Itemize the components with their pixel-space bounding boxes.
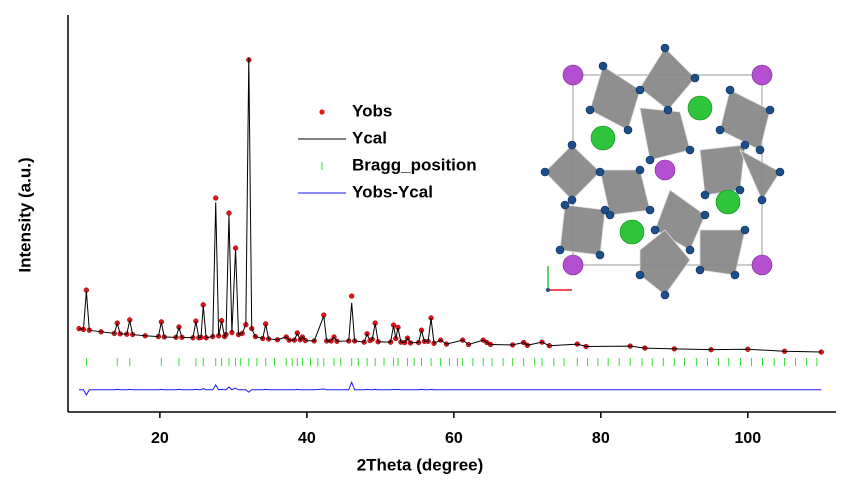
yobs-point xyxy=(349,294,354,299)
difference-line xyxy=(79,382,821,395)
legend-label: Yobs xyxy=(352,101,392,120)
x-tick-label: 80 xyxy=(592,430,610,447)
legend-label: Bragg_position xyxy=(352,155,477,174)
y-axis-label: Intensity (a.u.) xyxy=(15,157,34,272)
yobs-point xyxy=(227,211,232,216)
x-tick-label: 20 xyxy=(151,430,169,447)
legend-label: Yobs-Ycal xyxy=(352,182,433,201)
legend-marker xyxy=(319,109,324,114)
legend-entry: Yobs-Ycal xyxy=(298,182,433,201)
legend-entry: Ycal xyxy=(298,128,387,147)
x-tick-label: 40 xyxy=(298,430,316,447)
crystal-structure-inset xyxy=(541,44,784,299)
yobs-point xyxy=(213,196,218,201)
chart: 20 40 60 80 100 Yobs Ycal Bragg_position Yobs-Yc… xyxy=(0,0,844,475)
axis-origin xyxy=(546,288,550,292)
legend-entry: Bragg_position xyxy=(322,155,477,174)
x-tick-label: 100 xyxy=(734,430,761,447)
x-tick-label: 60 xyxy=(445,430,463,447)
legend-label: Ycal xyxy=(352,128,387,147)
x-axis-label: 2Theta (degree) xyxy=(357,455,484,474)
legend-entry: Yobs xyxy=(319,101,392,120)
